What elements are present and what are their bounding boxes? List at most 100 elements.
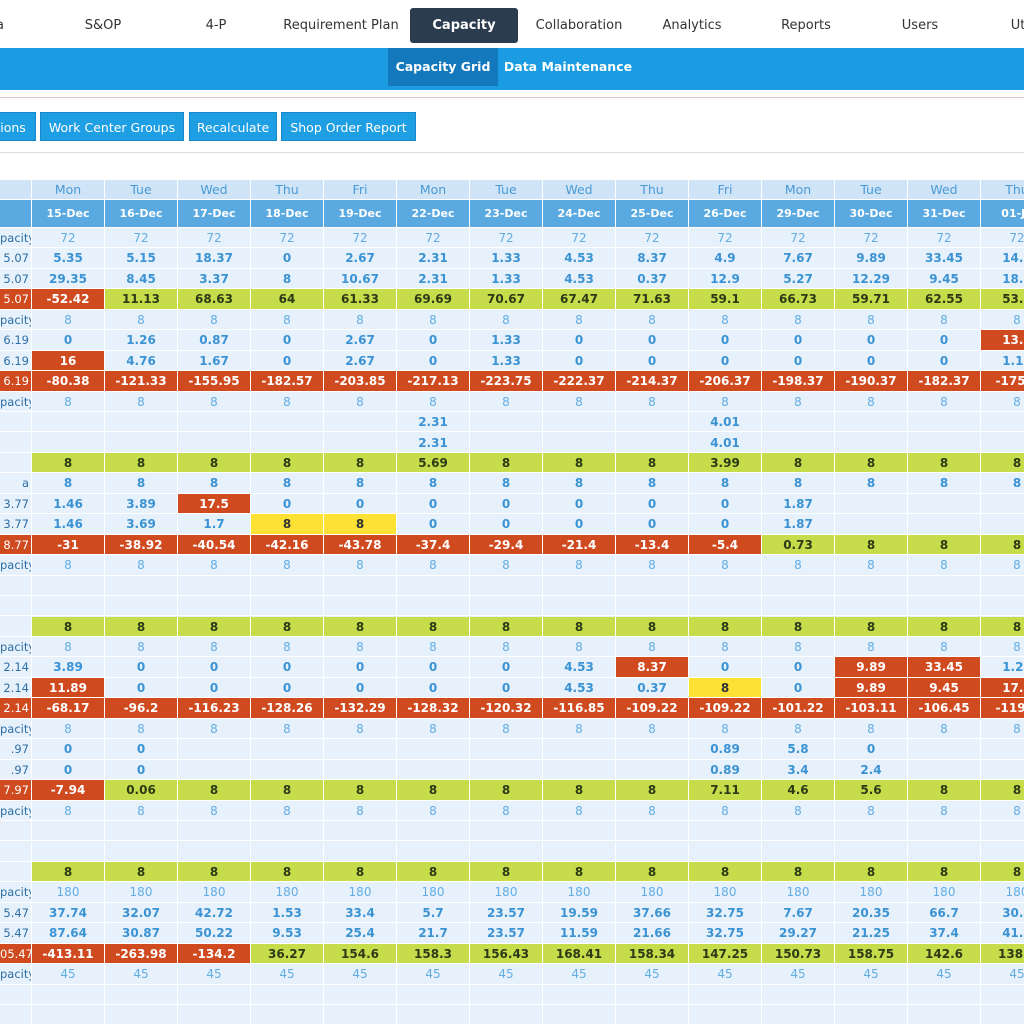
- grid-cell: 180: [397, 882, 470, 903]
- grid-cell: 32.75: [689, 923, 762, 944]
- grid-cell: [470, 412, 543, 433]
- grid-cell: 8: [981, 473, 1024, 494]
- grid-cell: [251, 1005, 324, 1024]
- grid-cell: -101.22: [762, 698, 835, 719]
- grid-cell: [616, 841, 689, 862]
- grid-cell: 8: [835, 637, 908, 658]
- grid-cell: 0: [251, 657, 324, 678]
- grid-cell: 8.45: [105, 268, 178, 290]
- grid-cell: 0: [397, 330, 470, 351]
- grid-cell: [543, 412, 616, 433]
- grid-cell: [397, 575, 470, 597]
- nav-tab[interactable]: Analytics: [662, 18, 722, 33]
- grid-cell: [32, 432, 105, 453]
- toolbar-button[interactable]: ions: [0, 112, 36, 141]
- grid-cell: -121.33: [105, 371, 178, 392]
- nav-tab[interactable]: 4-P: [205, 18, 227, 33]
- grid-cell: 8: [32, 616, 105, 637]
- nav-tab[interactable]: Users: [901, 18, 939, 33]
- grid-cell: 72: [105, 228, 178, 249]
- grid-cell: 72: [32, 228, 105, 249]
- grid-cell: 8: [835, 534, 908, 556]
- nav-tab[interactable]: Reports: [781, 18, 831, 33]
- grid-cell: 1.7: [178, 514, 251, 535]
- grid-cell: 154.6: [324, 943, 397, 965]
- grid-cell: -134.2: [178, 943, 251, 965]
- grid-cell: 45: [178, 964, 251, 985]
- grid-cell: 30.87: [105, 923, 178, 944]
- grid-cell: -175.3: [981, 371, 1024, 392]
- grid-cell: [908, 984, 981, 1006]
- row-label: [0, 616, 32, 637]
- grid-cell: 8: [251, 555, 324, 576]
- row-label: [0, 821, 32, 842]
- nav-tab[interactable]: Ut: [1010, 18, 1024, 33]
- grid-cell: [762, 412, 835, 433]
- grid-cell: 8: [762, 861, 835, 883]
- grid-cell: 0: [32, 330, 105, 351]
- grid-cell: 0: [32, 739, 105, 760]
- grid-cell: 9.89: [835, 677, 908, 699]
- grid-cell: 0: [616, 350, 689, 372]
- grid-cell: 1.33: [470, 330, 543, 351]
- grid-cell: [251, 575, 324, 597]
- grid-cell: [616, 739, 689, 760]
- nav-tab[interactable]: S&OP: [84, 18, 122, 33]
- row-label: 6.19: [0, 371, 32, 392]
- grid-cell: 8: [981, 780, 1024, 801]
- grid-cell: 8: [835, 391, 908, 412]
- grid-cell: 8: [470, 780, 543, 801]
- nav-tab[interactable]: Capacity: [410, 8, 518, 43]
- grid-cell: 8: [105, 391, 178, 412]
- grid-cell: 32.07: [105, 902, 178, 924]
- grid-cell: 69.69: [397, 289, 470, 310]
- grid-cell: 0: [835, 330, 908, 351]
- grid-cell: [981, 575, 1024, 597]
- grid-cell: 13.2: [981, 330, 1024, 351]
- grid-cell: 8: [105, 861, 178, 883]
- grid-cell: 8: [762, 555, 835, 576]
- grid-cell: 3.37: [178, 268, 251, 290]
- grid-cell: 4.53: [543, 657, 616, 678]
- grid-cell: 0: [397, 677, 470, 699]
- sub-nav-tab[interactable]: Data Maintenance: [503, 59, 633, 74]
- grid-cell: [835, 493, 908, 515]
- grid-cell: 72: [251, 228, 324, 249]
- grid-cell: [981, 759, 1024, 781]
- grid-cell: 8: [689, 309, 762, 331]
- date-header: 31-Dec: [908, 200, 981, 228]
- grid-cell: [397, 984, 470, 1006]
- grid-cell: 7.67: [762, 248, 835, 269]
- grid-cell: 8: [543, 800, 616, 821]
- grid-cell: 12.9: [689, 268, 762, 290]
- grid-cell: [835, 514, 908, 535]
- grid-cell: 8: [470, 800, 543, 821]
- grid-cell: 0: [689, 493, 762, 515]
- grid-cell: -223.75: [470, 371, 543, 392]
- grid-cell: 8: [324, 391, 397, 412]
- sub-nav-tab[interactable]: Capacity Grid: [388, 48, 498, 86]
- grid-cell: -38.92: [105, 534, 178, 556]
- grid-cell: 0: [689, 350, 762, 372]
- grid-cell: 4.9: [689, 248, 762, 269]
- grid-cell: [178, 432, 251, 453]
- row-label: 3.77: [0, 493, 32, 515]
- grid-cell: 0: [616, 514, 689, 535]
- grid-cell: [178, 575, 251, 597]
- toolbar-button[interactable]: Shop Order Report: [281, 112, 416, 141]
- nav-tab[interactable]: Collaboration: [535, 18, 623, 33]
- grid-cell: 8: [835, 309, 908, 331]
- toolbar-button[interactable]: Work Center Groups: [40, 112, 184, 141]
- grid-cell: [908, 575, 981, 597]
- nav-tab[interactable]: a: [0, 8, 40, 43]
- grid-cell: 180: [470, 882, 543, 903]
- grid-cell: 180: [251, 882, 324, 903]
- grid-cell: 0: [908, 350, 981, 372]
- grid-cell: 147.25: [689, 943, 762, 965]
- grid-cell: 8: [689, 473, 762, 494]
- grid-cell: [981, 1005, 1024, 1024]
- day-header: Wed: [543, 180, 616, 200]
- grid-cell: 8: [689, 800, 762, 821]
- toolbar-button[interactable]: Recalculate: [189, 112, 277, 141]
- nav-tab[interactable]: Requirement Plan: [283, 18, 399, 33]
